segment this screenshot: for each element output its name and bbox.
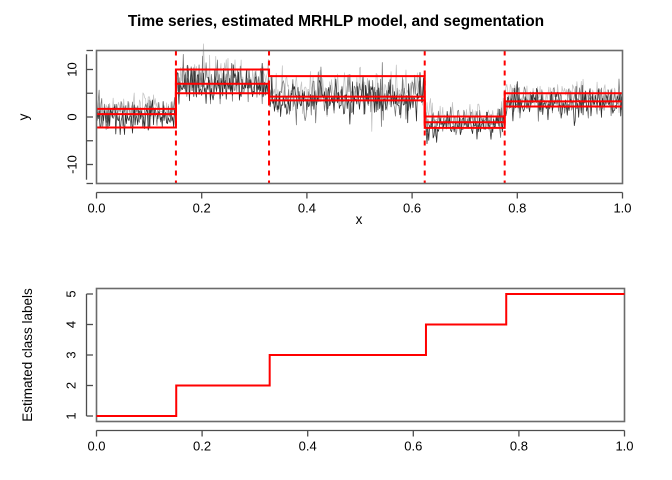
y-axis-tick-label: 3 xyxy=(64,351,79,358)
time-series-panel: -10 0 10 0.0 0.2 0.4 0.6 0.8 1.0 y x xyxy=(16,43,632,227)
x-axis-tick-label: 0.6 xyxy=(404,439,422,454)
x-axis-tick-label: 0.8 xyxy=(510,439,528,454)
class-label-step-line xyxy=(96,292,625,418)
y-axis-tick-label: 10 xyxy=(65,62,80,76)
y-axis-tick-label: 2 xyxy=(64,382,79,389)
bottom-panel-border xyxy=(95,287,626,423)
signal-trace xyxy=(96,62,623,145)
x-axis-tick-label: 0.4 xyxy=(298,201,316,216)
y-axis-tick-label: -10 xyxy=(65,155,80,174)
y-axis-label: Estimated class labels xyxy=(20,288,35,422)
class-labels-panel: 1 2 3 4 5 0.0 0.2 0.4 0.6 0.8 1.0 Estimated class … xyxy=(20,287,634,454)
x-axis-tick-label: 0.0 xyxy=(87,439,105,454)
step-line xyxy=(96,292,625,418)
bottom-panel-axes: 1 2 3 4 5 0.0 0.2 0.4 0.6 0.8 1.0 xyxy=(64,290,634,453)
top-panel-border xyxy=(95,49,624,185)
y-axis-tick-label: 4 xyxy=(64,321,79,328)
y-axis-label: y xyxy=(16,113,31,120)
x-axis-tick-label: 0.6 xyxy=(403,201,421,216)
model-lower-line xyxy=(96,92,623,129)
y-axis-tick-label: 1 xyxy=(64,412,79,419)
x-axis-tick-label: 0.2 xyxy=(193,439,211,454)
segment-boundary-lines xyxy=(174,50,506,184)
x-axis-tick-label: 0.0 xyxy=(87,201,105,216)
y-axis-tick-label: 5 xyxy=(64,290,79,297)
page-title: Time series, estimated MRHLP model, and … xyxy=(128,13,544,30)
x-axis-tick-label: 0.4 xyxy=(299,439,317,454)
x-axis-tick-label: 1.0 xyxy=(615,439,633,454)
y-axis-tick-label: 0 xyxy=(65,113,80,120)
x-axis-tick-label: 0.2 xyxy=(193,201,211,216)
x-axis-label: x xyxy=(356,212,363,227)
x-axis-tick-label: 1.0 xyxy=(613,201,631,216)
x-axis-tick-label: 0.8 xyxy=(508,201,526,216)
top-panel-axes: -10 0 10 0.0 0.2 0.4 0.6 0.8 1.0 xyxy=(65,49,632,216)
